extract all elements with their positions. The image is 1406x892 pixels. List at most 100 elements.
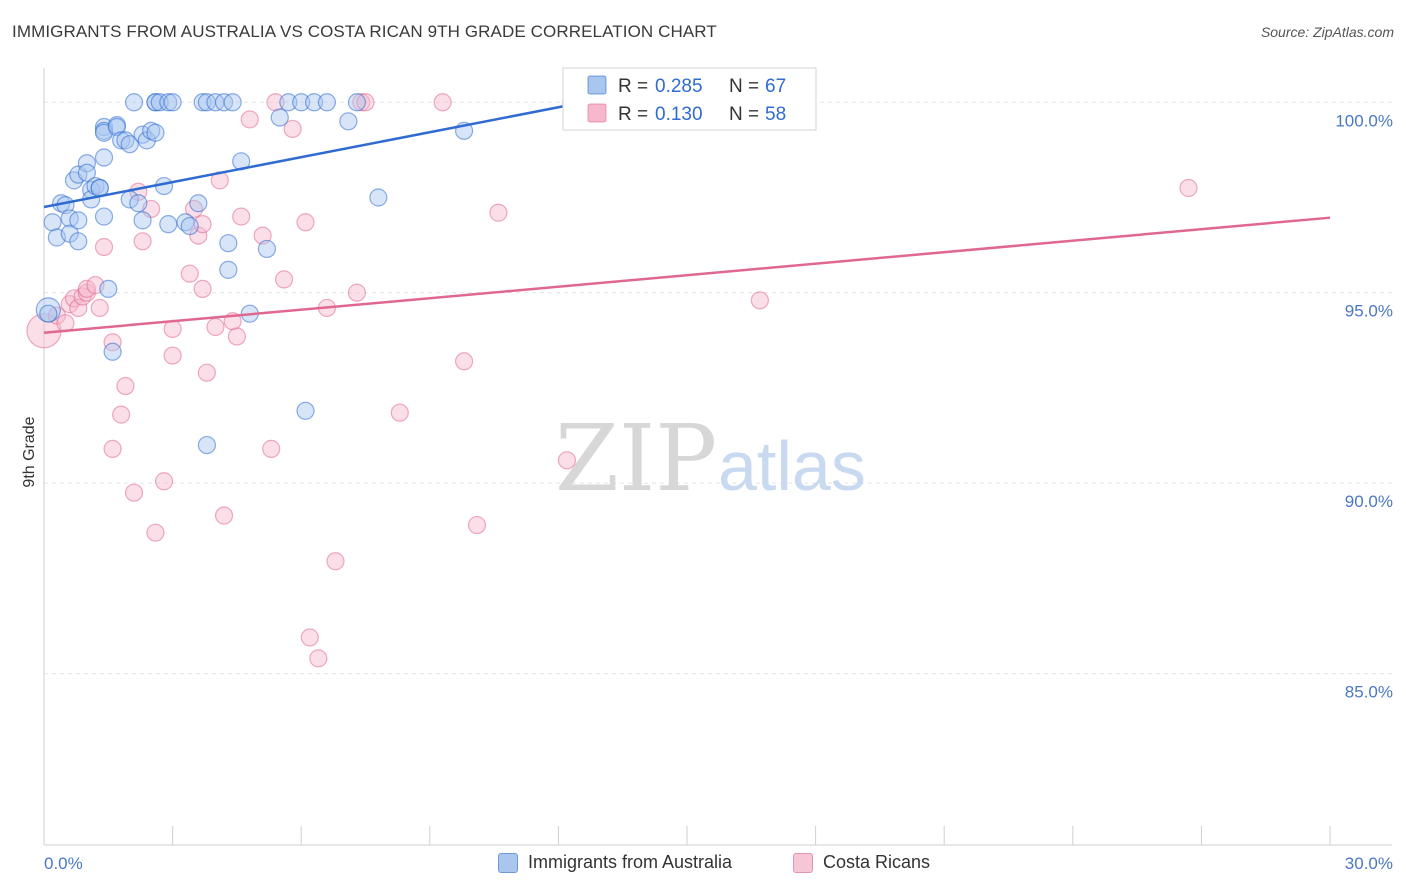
point-australia [339, 112, 358, 131]
legend-n-label-costa-ricans: N = [729, 104, 759, 125]
legend-n-label-australia: N = [729, 76, 759, 97]
point-costa-ricans [454, 352, 474, 371]
point-australia [369, 188, 388, 207]
point-australia [219, 260, 238, 279]
watermark-atlas: atlas [718, 427, 866, 505]
point-costa-ricans [154, 472, 174, 491]
point-costa-ricans [1179, 178, 1198, 198]
series-australia-points [35, 93, 632, 455]
x-tick-label: 0.0% [44, 854, 83, 873]
point-costa-ricans [193, 279, 212, 299]
point-australia [99, 279, 118, 299]
point-costa-ricans [180, 264, 199, 283]
point-costa-ricans [274, 270, 294, 289]
trend-line-australia [43, 101, 585, 209]
legend-swatch-australia [587, 75, 607, 95]
legend-label-costa-ricans: Costa Ricans [823, 852, 931, 872]
point-costa-ricans [124, 483, 144, 502]
point-australia [189, 194, 208, 213]
watermark-zip: ZIP [555, 405, 717, 512]
axes [43, 68, 1392, 846]
point-australia [124, 93, 144, 112]
legend-r-value-costa-ricans: 0.130 [655, 104, 703, 125]
point-costa-ricans [197, 363, 216, 382]
legend-item-australia: Immigrants from Australia [498, 852, 732, 873]
point-costa-ricans [206, 317, 225, 337]
point-australia [94, 207, 114, 226]
point-australia [180, 216, 199, 236]
point-australia [69, 211, 88, 230]
y-tick-label: 100.0% [1335, 111, 1393, 130]
point-australia [304, 93, 324, 112]
point-costa-ricans [214, 506, 234, 525]
legend-correlation: R = 0.285 N = 67 R = 0.130 N = 58 [562, 67, 817, 131]
point-australia [197, 435, 216, 455]
point-australia [193, 93, 212, 112]
point-australia [163, 93, 182, 112]
point-costa-ricans [309, 649, 328, 668]
point-costa-ricans [94, 237, 114, 257]
series-costa-ricans-points [26, 93, 1198, 668]
tick-labels: 100.0% 95.0% 90.0% 85.0% 0.0% 30.0% [44, 111, 1393, 873]
trend-lines [43, 101, 1331, 334]
point-costa-ricans [557, 451, 577, 470]
point-costa-ricans [69, 298, 88, 318]
point-costa-ricans [326, 552, 345, 571]
legend-n-value-australia: 67 [765, 76, 786, 97]
point-costa-ricans [262, 439, 281, 458]
point-costa-ricans [163, 346, 182, 365]
point-costa-ricans [103, 439, 122, 458]
point-australia [296, 401, 315, 420]
point-costa-ricans [467, 515, 487, 535]
point-costa-ricans [283, 119, 302, 139]
trend-line-costa-ricans [43, 216, 1331, 334]
chart-title: IMMIGRANTS FROM AUSTRALIA VS COSTA RICAN… [12, 22, 717, 41]
point-costa-ricans [489, 203, 508, 222]
legend-swatch [793, 852, 813, 873]
point-costa-ricans [77, 279, 96, 299]
legend-item-costa-ricans: Costa Ricans [793, 852, 930, 873]
point-costa-ricans [300, 628, 319, 647]
point-costa-ricans [232, 207, 251, 226]
point-australia [103, 342, 122, 361]
point-australia [279, 93, 298, 112]
point-costa-ricans [116, 376, 135, 396]
y-tick-label: 95.0% [1345, 302, 1393, 321]
point-costa-ricans [296, 213, 315, 232]
point-costa-ricans [103, 333, 122, 352]
point-costa-ricans [133, 232, 152, 251]
point-costa-ricans [347, 283, 367, 302]
point-australia [120, 135, 139, 154]
point-australia [77, 154, 96, 173]
point-australia [317, 93, 337, 112]
point-costa-ricans [240, 110, 259, 129]
point-australia [39, 304, 58, 323]
point-costa-ricans [750, 291, 769, 310]
point-australia [347, 93, 367, 112]
point-australia [270, 108, 289, 127]
watermark: ZIP atlas [555, 405, 866, 512]
point-australia [77, 163, 96, 182]
point-costa-ricans [112, 405, 131, 424]
point-australia [129, 194, 148, 213]
y-tick-label: 85.0% [1345, 683, 1393, 702]
point-australia [159, 215, 178, 234]
legend-r-value-australia: 0.285 [655, 76, 703, 97]
y-tick-label: 90.0% [1345, 492, 1393, 511]
point-australia [292, 93, 311, 112]
point-costa-ricans [390, 403, 409, 422]
point-costa-ricans [90, 298, 109, 318]
x-tick-label: 30.0% [1345, 854, 1393, 873]
point-australia [94, 148, 114, 167]
legend-n-value-costa-ricans: 58 [765, 104, 786, 125]
point-costa-ricans [146, 523, 165, 542]
legend-label-australia: Immigrants from Australia [528, 852, 733, 872]
point-australia [159, 93, 178, 112]
point-australia [223, 93, 242, 112]
point-costa-ricans [352, 93, 371, 112]
point-australia [112, 131, 131, 150]
legend-swatch-costa-ricans [587, 103, 607, 123]
point-costa-ricans [227, 327, 246, 346]
y-axis-label: 9th Grade [21, 416, 38, 487]
